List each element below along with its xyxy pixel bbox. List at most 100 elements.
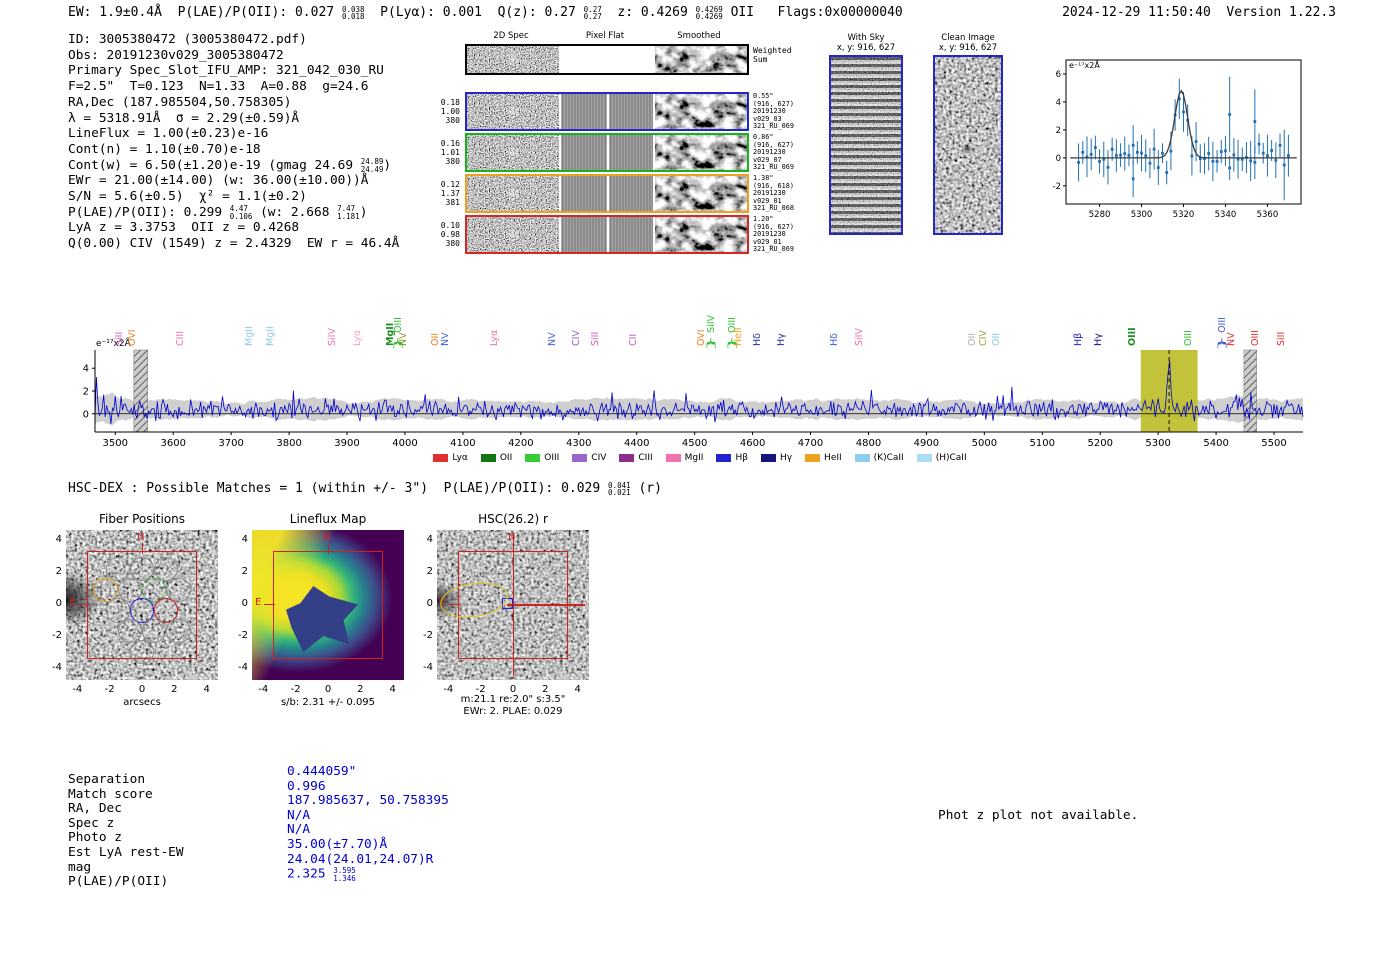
cutout-2dspec-image xyxy=(467,176,559,211)
center-glow xyxy=(467,217,559,252)
fiber-circle xyxy=(117,619,142,644)
compass-north-line xyxy=(328,543,329,554)
annotation-line: 321_RU_069 xyxy=(753,163,794,171)
with-sky-image xyxy=(829,55,903,235)
fiber-circle xyxy=(154,598,179,623)
svg-text:-2: -2 xyxy=(1053,182,1061,192)
match-field-label: RA, Dec xyxy=(68,801,122,817)
with-sky-title: With Sky xyxy=(847,33,885,43)
annotation-line: 0.86" xyxy=(753,133,774,141)
x-tick-label: -4 xyxy=(258,684,269,695)
flat-centerline xyxy=(607,94,609,129)
svg-text:e⁻¹⁷x2Å: e⁻¹⁷x2Å xyxy=(1069,59,1100,70)
cutout-row-scale-labels: 0.10 0.98 380 xyxy=(432,221,460,248)
legend-item: CIII xyxy=(619,453,653,463)
cutout-smoothed-image xyxy=(655,135,747,170)
svg-text:5300: 5300 xyxy=(1131,210,1153,220)
summary-line: LineFlux = 1.00(±0.23)e-16 xyxy=(68,126,269,142)
legend-label: CIV xyxy=(591,453,607,463)
emission-line-label: CIV xyxy=(571,330,582,346)
compass-east-line xyxy=(449,604,460,605)
svg-text:4000: 4000 xyxy=(392,438,417,449)
line-fit-plot: 5280 5300 5320 5340 5360 -2 0 2 4 6 e⁻¹⁷x2Å xyxy=(1053,59,1302,220)
y-tick-label: -4 xyxy=(423,661,433,673)
y-tick-label: -2 xyxy=(423,629,433,641)
svg-text:5340: 5340 xyxy=(1215,210,1237,220)
svg-text:5280: 5280 xyxy=(1089,210,1111,220)
smoothed-blobs xyxy=(655,94,747,129)
svg-text:5360: 5360 xyxy=(1257,210,1279,220)
scale-value: 380 xyxy=(445,157,460,166)
match-field-value: N/A xyxy=(287,807,311,823)
compass-east-label: E xyxy=(69,597,76,608)
svg-text:4: 4 xyxy=(1056,98,1061,108)
annotation-line: v029_03 xyxy=(753,114,782,123)
emission-line-label: SiII xyxy=(113,331,125,346)
fiber-xlabel: arcsecs xyxy=(123,697,161,708)
annotation-line: (916, 618) xyxy=(753,181,794,190)
legend-swatch xyxy=(433,454,449,462)
smoothed-blobs xyxy=(655,46,747,73)
match-field-value: N/A xyxy=(287,822,311,838)
x-tick-label: -2 xyxy=(475,684,486,695)
cutout-smoothed-image xyxy=(655,94,747,129)
flat-centerline xyxy=(607,135,609,170)
y-tick-label: -2 xyxy=(238,629,248,641)
compass-north-label: N xyxy=(137,532,145,543)
legend-swatch xyxy=(665,454,681,462)
legend-swatch xyxy=(854,454,870,462)
lineflux-caption: s/b: 2.31 +/- 0.095 xyxy=(280,697,376,708)
svg-text:2: 2 xyxy=(1056,126,1061,136)
summary-line: λ = 5318.91Å σ = 2.29(±0.59)Å xyxy=(68,110,300,126)
legend-item: (H)CaII xyxy=(916,453,967,463)
spectrum-legend: Lyα OII OIII CIV CIII MgII Hβ Hγ HeII (K)CaII (H)C… xyxy=(60,453,1340,463)
emission-line-label: CIII xyxy=(175,330,187,346)
match-field-label: mag xyxy=(68,859,92,875)
line-brace-icon: } xyxy=(393,334,405,352)
compass-east-label: E xyxy=(255,597,262,608)
fiber-circle xyxy=(93,577,118,602)
uncertainty-stack: 0.4269 0.4269 xyxy=(695,4,723,21)
cutout-pixelflat-image xyxy=(561,217,653,252)
annotation-line: 20191230 xyxy=(753,148,786,156)
svg-text:4200: 4200 xyxy=(508,438,533,449)
svg-text:5500: 5500 xyxy=(1261,438,1286,449)
cutout-row xyxy=(465,92,749,131)
emission-line-label: Lyα xyxy=(352,329,363,346)
match-field-label: Match score xyxy=(68,786,153,802)
emission-line-label: CIV xyxy=(978,330,990,346)
fiber-circle xyxy=(166,619,191,644)
cutout-pixelflat-image xyxy=(561,46,653,73)
error-band xyxy=(95,392,1303,426)
fiber-circle xyxy=(105,556,130,582)
masked-region xyxy=(133,349,148,433)
hsc-caption-1: m:21.1 re:2.0" s:3.5" xyxy=(460,694,566,705)
compass-east-line xyxy=(264,604,275,605)
scale-value: 1.00 xyxy=(440,107,460,116)
legend-swatch xyxy=(572,454,588,462)
cutout-row-annotation: 1.38" (916, 618) 20191230 v029_01 321_RU_068 xyxy=(753,174,794,213)
summary-line: ID: 3005380472 (3005380472.pdf) xyxy=(68,32,307,47)
svg-text:5300: 5300 xyxy=(1145,438,1170,449)
y-tick-label: 4 xyxy=(55,534,62,546)
fiber-circle xyxy=(129,639,155,665)
extraction-aperture-square xyxy=(273,550,383,660)
legend-item: OIII xyxy=(525,453,559,463)
catalog-match-box xyxy=(502,598,513,609)
x-tick-label: 2 xyxy=(542,684,549,695)
emission-line-label: CII xyxy=(628,333,640,346)
emission-line-label: SiII xyxy=(1275,331,1287,346)
legend-swatch xyxy=(805,454,821,462)
x-tick-label: 4 xyxy=(574,684,581,695)
annotation-line: 1.38" xyxy=(753,174,774,182)
x-tick-label: 2 xyxy=(357,684,364,695)
cutout-pixelflat-image xyxy=(561,176,653,211)
annotation-line: (916, 627) xyxy=(753,222,794,231)
y-tick-label: 0 xyxy=(426,598,433,609)
svg-text:4600: 4600 xyxy=(740,438,765,449)
match-field-value: 0.996 xyxy=(287,778,326,794)
summary-line: Obs: 20191230v029_3005380472 xyxy=(68,47,284,63)
legend-item: MgII xyxy=(665,453,703,463)
legend-label: OIII xyxy=(544,453,560,463)
